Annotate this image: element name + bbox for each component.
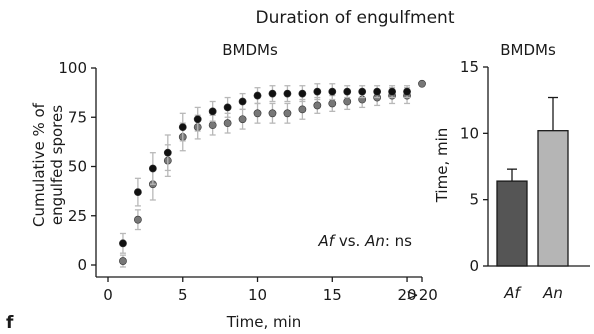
data-point	[193, 115, 202, 124]
data-point	[178, 123, 187, 131]
bar-y-tick-label: 0	[469, 257, 479, 275]
bar-y-tick-label: 15	[460, 58, 479, 76]
data-point	[223, 103, 232, 112]
data-point	[268, 109, 277, 118]
data-point	[298, 89, 307, 98]
data-point	[238, 97, 247, 106]
data-point	[283, 89, 292, 98]
bar-category-label: Af	[503, 284, 522, 302]
data-point	[313, 87, 322, 96]
scatter-x-tick-label: 5	[178, 286, 188, 304]
bar-y-tick-label: 5	[469, 191, 479, 209]
scatter-x-label: Time, min	[226, 313, 302, 331]
scatter-x-tick-label: >20	[406, 286, 438, 304]
data-point	[208, 107, 217, 116]
scatter-y-tick-label: 75	[68, 108, 87, 126]
data-point	[253, 91, 262, 100]
data-point	[253, 109, 262, 118]
scatter-y-label-line2: engulfed spores	[48, 105, 66, 225]
scatter-y-tick-label: 25	[68, 207, 87, 225]
data-point	[223, 119, 232, 128]
bar-marks: 0 5 10 15 Af An	[460, 58, 590, 302]
bar-category-label: An	[542, 284, 563, 302]
comparison-annotation: Af vs. An: ns	[318, 232, 413, 250]
scatter-x-tick-label: 0	[103, 286, 113, 304]
data-point	[134, 188, 142, 197]
annotation-af: Af	[318, 232, 337, 250]
data-point	[388, 87, 396, 96]
scatter-y-tick-label: 0	[77, 256, 87, 274]
data-point	[119, 257, 127, 265]
data-point	[268, 89, 277, 98]
bar-af	[496, 180, 528, 267]
data-point	[373, 87, 382, 96]
data-point	[134, 215, 142, 224]
panel-label: f	[6, 313, 14, 333]
bar-y-label: Time, min	[433, 128, 451, 204]
annotation-vs: vs.	[334, 232, 365, 250]
annotation-ns: : ns	[385, 232, 412, 250]
data-point	[328, 99, 337, 108]
data-point	[343, 87, 352, 96]
engulfment-scatter-chart: BMDMs Cumulative % of engulfed spores Ti…	[30, 41, 438, 331]
scatter-x-tick-label: 15	[323, 286, 342, 304]
data-point	[148, 164, 157, 173]
scatter-x-tick-label: 20	[398, 286, 417, 304]
data-point	[403, 87, 411, 96]
scatter-x-tick-label: 10	[248, 286, 267, 304]
bar-an	[537, 130, 569, 267]
bar-y-tick-label: 10	[460, 124, 479, 142]
scatter-marks: 0 25 50 75 100 0 5 10 15 20>20	[58, 59, 437, 304]
data-point	[298, 105, 307, 114]
annotation-an: An	[364, 232, 385, 250]
engulfment-bar-chart: BMDMs Time, min 0 5 10 15 Af An	[433, 41, 590, 302]
data-point	[119, 239, 127, 248]
data-point	[343, 97, 352, 106]
scatter-y-tick-label: 100	[58, 59, 87, 77]
figure-title: Duration of engulfment	[256, 8, 455, 28]
data-point	[313, 101, 322, 110]
scatter-y-label-line1: Cumulative % of	[30, 102, 48, 227]
data-point	[328, 87, 337, 96]
data-point	[238, 115, 247, 124]
scatter-y-tick-label: 50	[68, 158, 87, 176]
data-point	[418, 79, 426, 88]
scatter-subtitle: BMDMs	[222, 41, 278, 59]
data-point	[163, 148, 172, 157]
data-point	[208, 121, 217, 130]
bar-subtitle: BMDMs	[500, 41, 556, 59]
data-point	[358, 87, 367, 96]
data-point	[283, 109, 292, 118]
